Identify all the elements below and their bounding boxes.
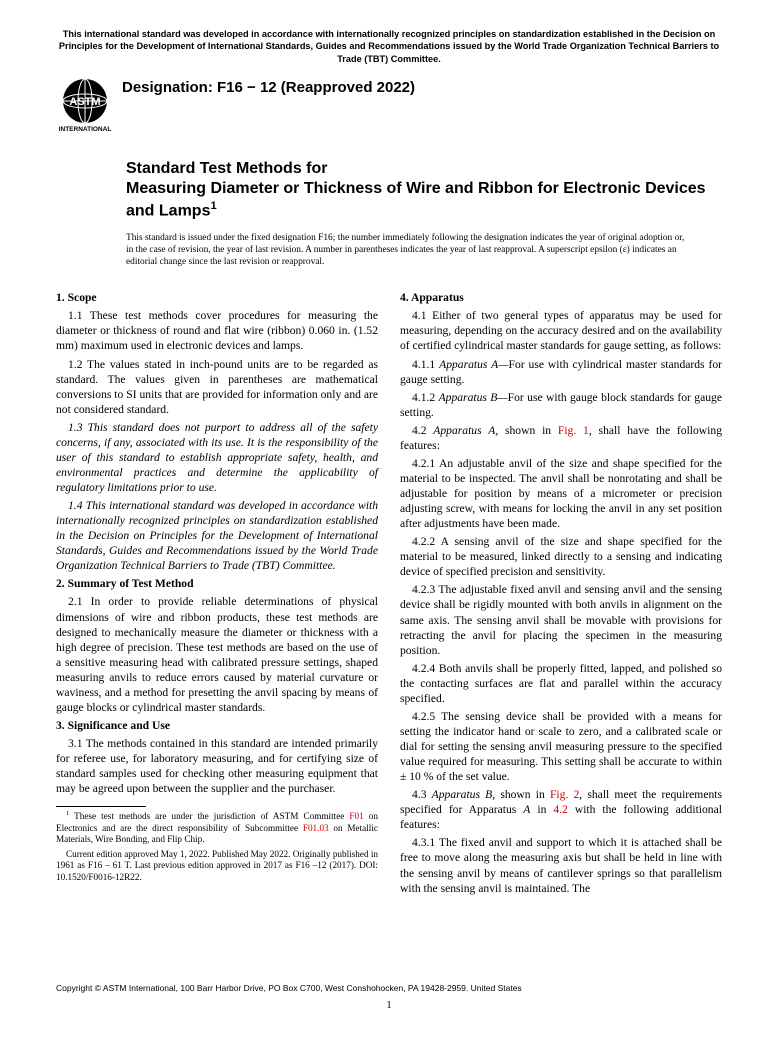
link-4-2[interactable]: 4.2 [553,803,568,816]
header-row: ASTM INTERNATIONAL Designation: F16 − 12… [56,75,722,133]
para-4-2-4: 4.2.4 Both anvils shall be properly fitt… [400,661,722,706]
copyright: Copyright © ASTM International, 100 Barr… [56,983,522,993]
para-4-2-5: 4.2.5 The sensing device shall be provid… [400,709,722,784]
issue-note: This standard is issued under the fixed … [126,232,692,269]
para-4-1-2: 4.1.2 Apparatus B—For use with gauge blo… [400,390,722,420]
title-lead: Standard Test Methods for [126,159,722,179]
para-3-1: 3.1 The methods contained in this standa… [56,736,378,796]
section-4-head: 4. Apparatus [400,290,722,305]
section-2-head: 2. Summary of Test Method [56,576,378,591]
title-main: Measuring Diameter or Thickness of Wire … [126,179,722,221]
link-fig2[interactable]: Fig. 2 [550,788,579,801]
svg-text:INTERNATIONAL: INTERNATIONAL [59,126,112,133]
page: This international standard was develope… [0,0,778,1041]
para-4-2: 4.2 Apparatus A, shown in Fig. 1, shall … [400,423,722,453]
footnote-2: Current edition approved May 1, 2022. Pu… [56,849,378,884]
para-4-2-1: 4.2.1 An adjustable anvil of the size an… [400,456,722,531]
body-columns: 1. Scope 1.1 These test methods cover pr… [56,290,722,895]
footnote-1: 1 These test methods are under the juris… [56,810,378,846]
link-fig1[interactable]: Fig. 1 [558,424,589,437]
footnote-block: 1 These test methods are under the juris… [56,806,378,883]
svg-text:ASTM: ASTM [69,96,100,108]
astm-logo: ASTM INTERNATIONAL [56,75,114,133]
top-notice: This international standard was develope… [56,28,722,65]
para-4-1-1: 4.1.1 Apparatus A—For use with cylindric… [400,357,722,387]
link-f01[interactable]: F01 [349,811,363,821]
para-1-4: 1.4 This international standard was deve… [56,498,378,573]
para-4-3-1: 4.3.1 The fixed anvil and support to whi… [400,835,722,895]
para-4-3: 4.3 Apparatus B, shown in Fig. 2, shall … [400,787,722,832]
designation: Designation: F16 − 12 (Reapproved 2022) [122,75,415,96]
para-1-2: 1.2 The values stated in inch-pound unit… [56,357,378,417]
para-1-3: 1.3 This standard does not purport to ad… [56,420,378,495]
para-4-2-3: 4.2.3 The adjustable fixed anvil and sen… [400,582,722,657]
para-4-1: 4.1 Either of two general types of appar… [400,308,722,353]
title-superscript: 1 [210,200,216,212]
section-3-head: 3. Significance and Use [56,718,378,733]
title-block: Standard Test Methods for Measuring Diam… [126,159,722,221]
para-2-1: 2.1 In order to provide reliable determi… [56,594,378,715]
para-4-2-2: 4.2.2 A sensing anvil of the size and sh… [400,534,722,579]
footnote-rule [56,806,146,807]
section-1-head: 1. Scope [56,290,378,305]
para-1-1: 1.1 These test methods cover procedures … [56,308,378,353]
link-f01-03[interactable]: F01.03 [303,823,329,833]
page-number: 1 [0,999,778,1011]
